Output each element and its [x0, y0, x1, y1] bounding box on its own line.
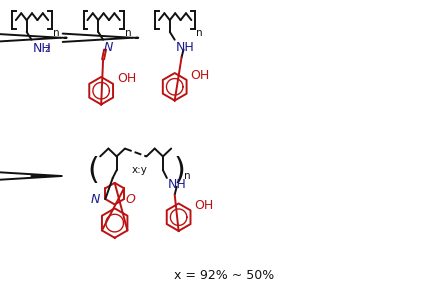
Text: n: n — [125, 28, 131, 38]
Text: n: n — [196, 28, 203, 38]
Text: (: ( — [87, 156, 99, 185]
Text: NH: NH — [32, 42, 51, 55]
Text: N: N — [104, 41, 113, 54]
Text: n: n — [53, 28, 60, 38]
Text: 2: 2 — [44, 45, 50, 54]
Text: O: O — [126, 193, 136, 206]
Text: x = 92% ~ 50%: x = 92% ~ 50% — [174, 269, 274, 282]
Text: ): ) — [173, 156, 185, 185]
Text: NH: NH — [176, 41, 194, 54]
Text: n: n — [184, 171, 191, 181]
Text: NH: NH — [168, 178, 187, 191]
Text: x:y: x:y — [132, 165, 148, 175]
Text: N: N — [91, 193, 100, 206]
Text: OH: OH — [194, 199, 213, 212]
Text: OH: OH — [117, 73, 136, 86]
Text: OH: OH — [191, 69, 210, 82]
